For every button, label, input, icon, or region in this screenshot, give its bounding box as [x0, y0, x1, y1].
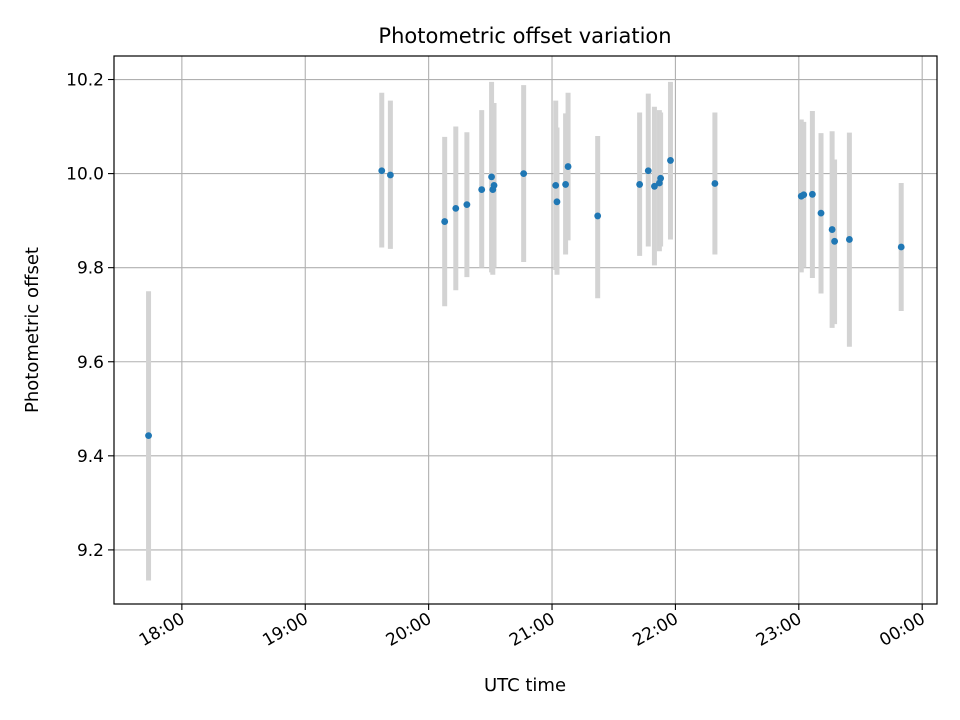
data-point [636, 181, 644, 188]
y-tick-label: 10.0 [66, 165, 104, 185]
data-point [562, 181, 570, 188]
plot-frame [113, 55, 938, 605]
data-point [452, 205, 460, 212]
data-point [520, 170, 528, 177]
data-point [478, 186, 486, 193]
data-point [897, 243, 905, 251]
y-tick-label: 10.2 [66, 71, 104, 91]
data-point [564, 163, 572, 170]
y-tick-label: 9.6 [77, 353, 104, 373]
data-point [145, 432, 152, 440]
data-point [845, 236, 853, 243]
data-point [657, 174, 665, 182]
y-tick-label: 9.2 [77, 541, 104, 561]
data-point [552, 181, 560, 189]
chart-title: Photometric offset variation [378, 24, 671, 48]
data-point [594, 212, 602, 220]
data-point [378, 167, 386, 175]
data-point [808, 190, 816, 198]
data-point [711, 180, 719, 187]
data-point [831, 237, 838, 245]
data-points [145, 157, 905, 440]
x-axis-label: UTC time [484, 675, 566, 696]
y-axis-label: Photometric offset [22, 247, 43, 413]
data-point [490, 181, 498, 189]
data-point [463, 201, 471, 209]
data-point [488, 173, 495, 181]
data-point [553, 198, 561, 206]
data-point [644, 167, 652, 175]
data-point [386, 171, 394, 179]
y-tick-label: 9.8 [77, 259, 104, 279]
y-axis-ticks: 9.2 9.4 9.6 9.8 10.0 10.2 [66, 71, 114, 561]
data-point [651, 182, 658, 190]
data-point [800, 191, 808, 199]
data-point [817, 209, 825, 217]
data-point [667, 157, 674, 164]
y-tick-label: 9.4 [77, 447, 104, 467]
data-point [828, 226, 836, 233]
data-point [441, 218, 449, 225]
